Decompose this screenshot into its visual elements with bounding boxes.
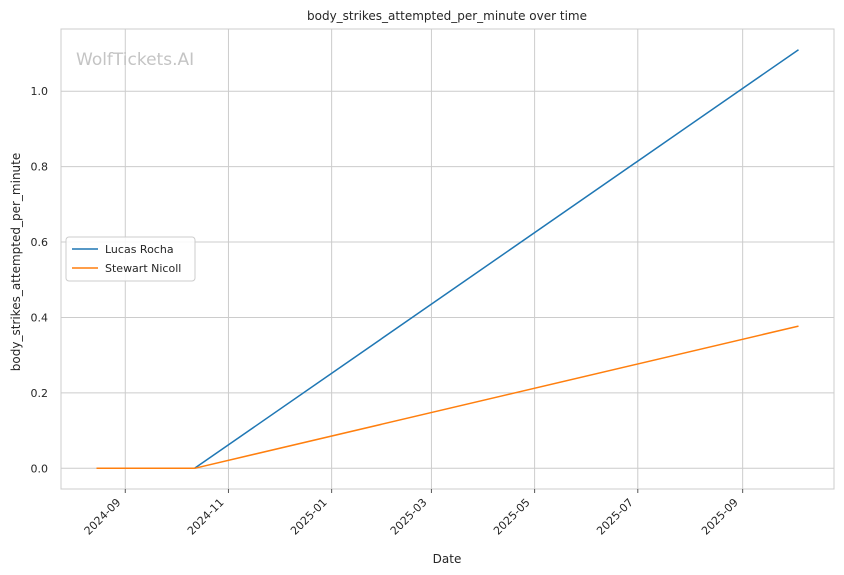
y-axis-ticks: 0.0 0.2 0.4 0.6 0.8 1.0 [31,85,49,475]
legend-box [65,236,196,282]
y-tick-label: 0.0 [31,462,49,475]
y-tick-label: 0.8 [31,161,49,174]
plot-frame [60,28,835,490]
x-tick-label: 2025-09 [699,496,741,538]
x-tick-label: 2025-03 [388,496,430,538]
chart-title: body_strikes_attempted_per_minute over t… [307,9,587,23]
x-tick-label: 2024-09 [82,496,124,538]
x-tick-label: 2025-01 [288,496,330,538]
series-line-lucas-rocha [194,49,799,469]
x-tick-label: 2025-07 [594,496,636,538]
x-axis-title: Date [433,552,462,566]
series-line-stewart-nicoll [96,325,799,470]
x-tick-label: 2025-05 [491,496,533,538]
y-tick-label: 0.4 [31,311,49,324]
watermark: WolfTickets.AI [76,50,194,70]
y-tick-label: 0.6 [31,236,49,249]
legend: Lucas Rocha Stewart Nicoll [65,236,196,282]
y-tick-label: 1.0 [31,85,49,98]
series-layer [96,49,799,470]
x-axis-ticks: 2024-09 2024-11 2025-01 2025-03 2025-05 2025-… [82,489,744,538]
x-tick-label: 2024-11 [185,496,227,538]
legend-label-lucas-rocha: Lucas Rocha [105,243,174,256]
legend-label-stewart-nicoll: Stewart Nicoll [105,262,181,275]
y-axis-title: body_strikes_attempted_per_minute [9,153,23,371]
y-tick-label: 0.2 [31,387,49,400]
